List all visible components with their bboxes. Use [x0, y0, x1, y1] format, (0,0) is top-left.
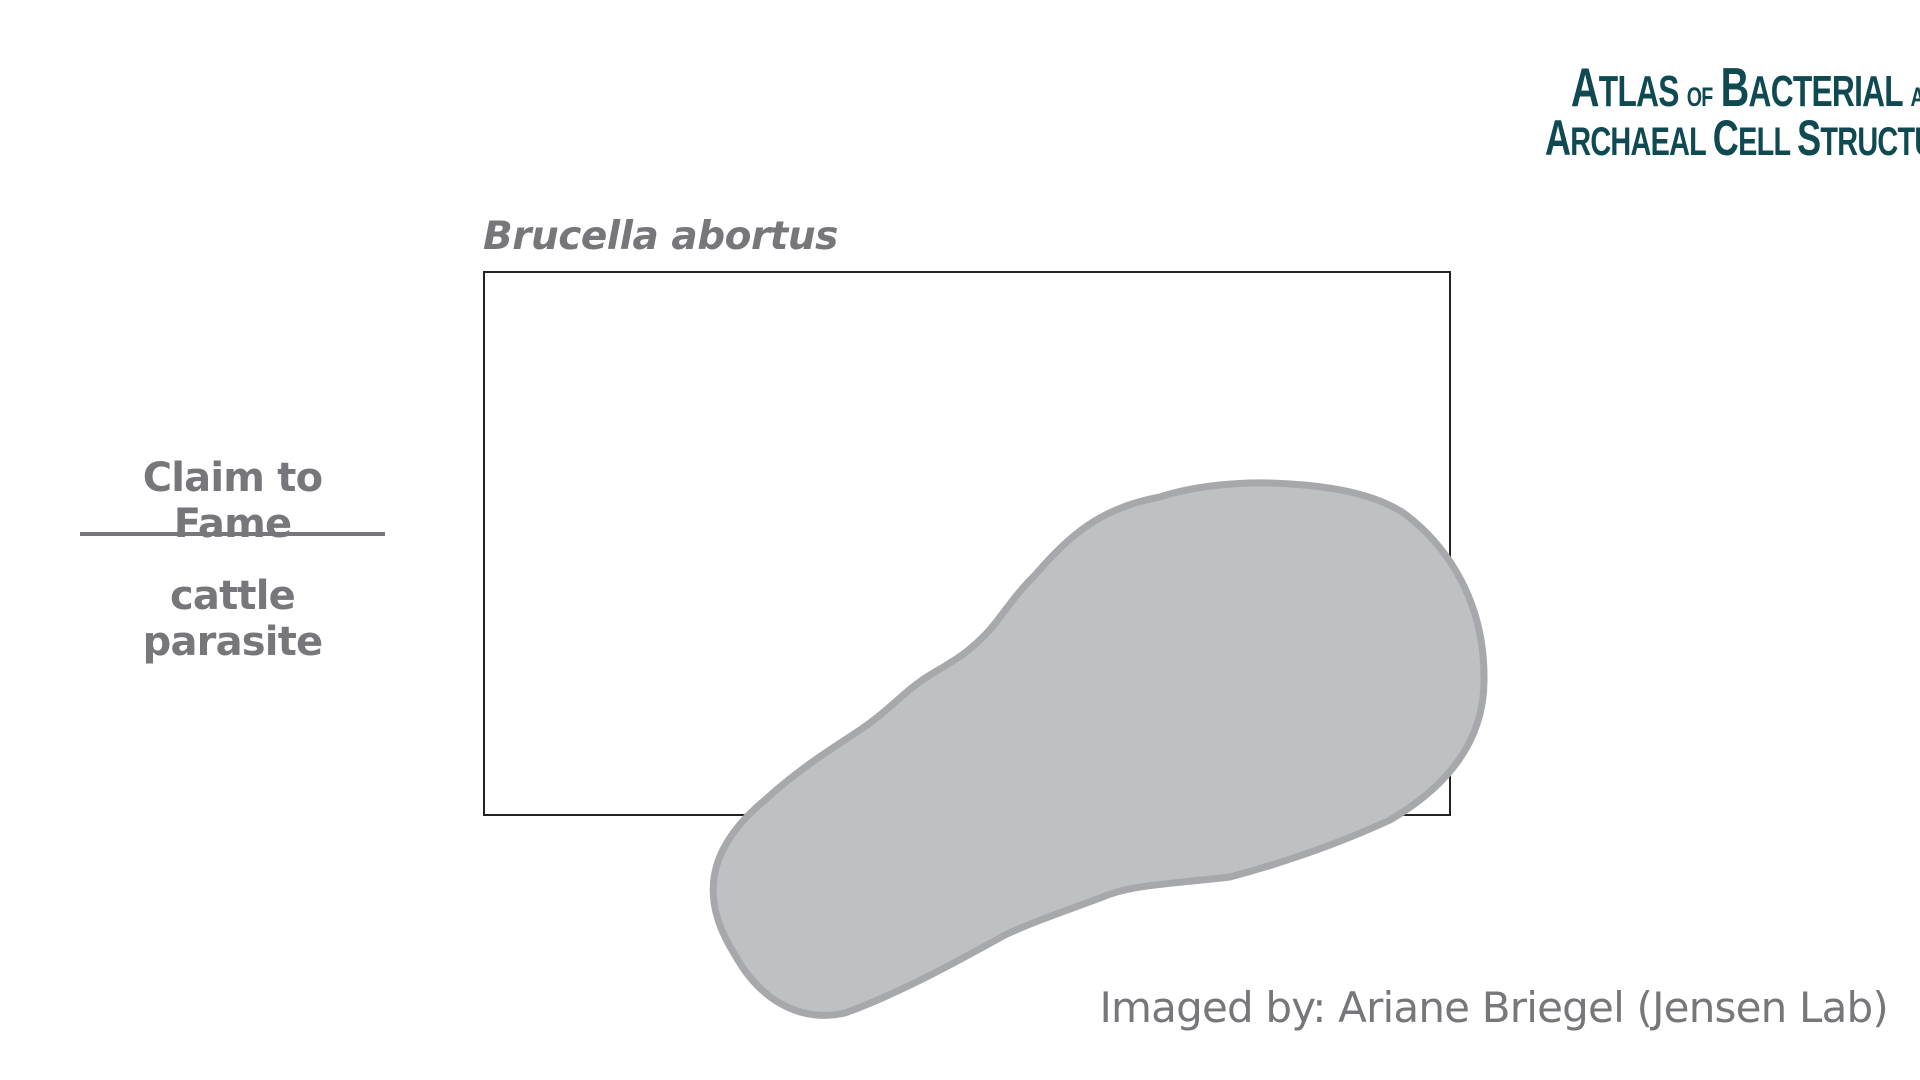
logo-word-acterial: ACTERIAL	[1748, 67, 1904, 116]
logo-initial-a: A	[1570, 56, 1600, 118]
claim-to-fame-value: cattle parasite	[142, 573, 324, 665]
logo-line-1: ATLAS OF BACTERIAL AND	[1571, 60, 1920, 116]
logo-line-2: ARCHAEAL CELL STRUCTURE	[1545, 110, 1920, 166]
species-title: Brucella abortus	[483, 214, 838, 259]
logo-initial-a2: A	[1545, 110, 1571, 166]
claim-divider	[80, 532, 385, 536]
logo-word-of: OF	[1686, 81, 1714, 112]
logo-word-rchaeal: RCHAEAL	[1570, 120, 1706, 164]
image-frame	[483, 271, 1451, 816]
logo-initial-b: B	[1720, 56, 1750, 118]
atlas-logo: ATLAS OF BACTERIAL AND ARCHAEAL CELL STR…	[1545, 60, 1920, 166]
logo-word-tructure: TRUCTURE	[1820, 120, 1920, 164]
logo-initial-s: S	[1797, 110, 1821, 166]
logo-word-and: AND	[1910, 81, 1920, 112]
logo-initial-c: C	[1712, 110, 1739, 166]
logo-word-ell: ELL	[1738, 120, 1790, 164]
image-credit: Imaged by: Ariane Briegel (Jensen Lab)	[1099, 983, 1888, 1032]
claim-to-fame-heading: Claim to Fame	[142, 455, 323, 547]
logo-word-tlas: TLAS	[1598, 67, 1680, 116]
